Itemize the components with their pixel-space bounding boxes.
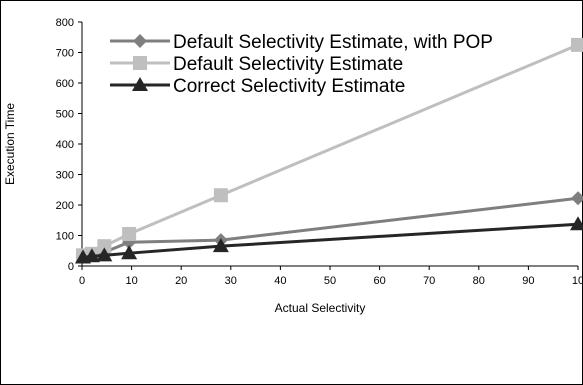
y-tick-label: 100 [56,231,74,243]
data-point-triangle [212,238,229,253]
y-tick-label: 600 [56,78,74,90]
y-tick-label: 500 [56,109,74,121]
x-tick-label: 10 [125,275,137,287]
legend-item: Default Selectivity Estimate [110,54,403,75]
series-layer [74,37,583,264]
y-tick-label: 200 [56,200,74,212]
x-tick-label: 50 [324,275,336,287]
legend-item: Default Selectivity Estimate, with POP [110,32,493,53]
y-axis-ticks: 0 100 200 300 400 500 600 700 800 [56,17,82,273]
x-tick-label: 80 [473,275,485,287]
legend-item: Correct Selectivity Estimate [110,76,405,97]
data-point-diamond [571,191,583,206]
x-tick-label: 0 [79,275,85,287]
legend-label: Default Selectivity Estimate, with POP [173,32,493,53]
legend: Default Selectivity Estimate, with POPDe… [110,32,493,97]
y-tick-label: 400 [56,139,74,151]
x-tick-label: 10 [572,275,583,287]
legend-marker-diamond [133,34,147,48]
data-point-square [213,188,228,203]
legend-label: Correct Selectivity Estimate [173,76,405,97]
y-axis-title: Execution Time [3,103,17,185]
y-tick-label: 800 [56,17,74,29]
legend-marker-triangle [132,77,148,91]
legend-marker-square [133,56,147,70]
x-tick-label: 20 [175,275,187,287]
x-axis-title: Actual Selectivity [275,301,366,315]
data-point-square [97,239,112,254]
data-point-triangle [83,248,100,263]
data-point-triangle [96,247,113,262]
x-tick-label: 90 [522,275,534,287]
series-triangle [74,216,583,264]
y-tick-label: 700 [56,48,74,60]
x-tick-label: 60 [373,275,385,287]
x-tick-label: 40 [274,275,286,287]
data-point-triangle [570,216,583,231]
legend-label: Default Selectivity Estimate [173,54,403,75]
y-tick-label: 300 [56,170,74,182]
x-axis-ticks: 0 10 20 30 40 50 60 70 80 90 10 [79,266,583,287]
data-point-triangle [121,245,138,260]
data-point-square [571,37,583,52]
x-tick-label: 30 [225,275,237,287]
data-point-square [122,226,137,241]
y-tick-label: 0 [68,261,74,273]
x-tick-label: 70 [423,275,435,287]
